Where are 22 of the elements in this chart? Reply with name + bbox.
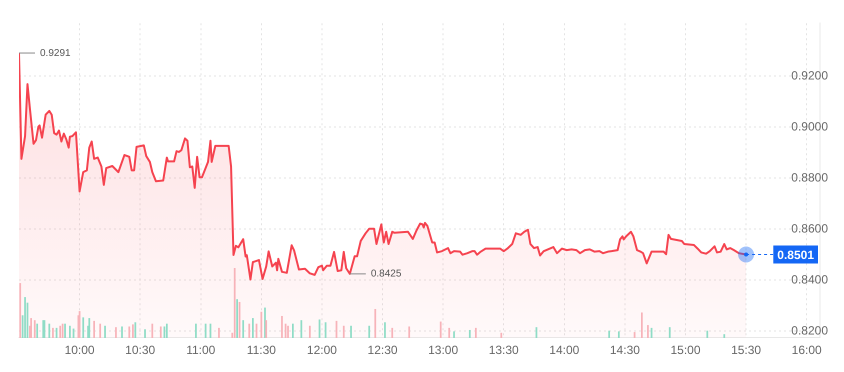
x-tick-label: 11:00 (186, 343, 216, 358)
annotation: 0.8425 (370, 268, 402, 280)
ref-line-label: 0.8501 (777, 248, 814, 262)
x-tick-label: 13:30 (488, 343, 520, 358)
y-tick-label: 0.8800 (791, 170, 828, 185)
y-tick-label: 0.9000 (791, 120, 828, 134)
x-tick-label: 15:00 (670, 343, 701, 358)
y-tick-label: 0.8600 (791, 222, 828, 236)
x-tick-label: 13:00 (428, 343, 458, 358)
y-tick-label: 0.8400 (791, 272, 828, 287)
x-tick-label: 15:30 (731, 343, 762, 358)
y-tick-label: 0.9200 (791, 68, 828, 83)
x-tick-label: 10:00 (64, 343, 95, 358)
x-tick-label: 12:30 (368, 343, 398, 358)
x-tick-label: 11:30 (246, 343, 276, 358)
y-tick-label: 0.8200 (791, 324, 828, 338)
x-tick-label: 14:00 (549, 343, 580, 358)
x-tick-label: 10:30 (125, 343, 156, 358)
x-tick-label: 12:00 (306, 343, 338, 358)
x-tick-label: 16:00 (792, 343, 822, 358)
annotation: 0.9291 (40, 48, 72, 59)
x-tick-label: 14:30 (610, 343, 640, 358)
